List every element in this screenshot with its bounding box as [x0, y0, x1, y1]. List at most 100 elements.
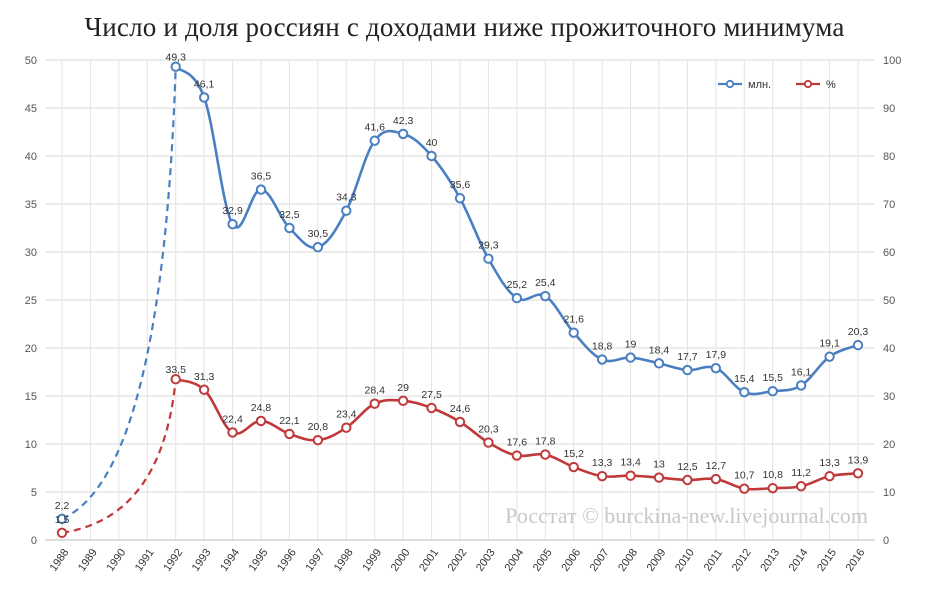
series-mln-point [682, 364, 693, 376]
series-mln-point [767, 386, 778, 397]
y-tick-right: 0 [883, 535, 889, 547]
series-pct-data-label: 33,5 [165, 364, 186, 376]
series-pct-data-label: 13,3 [819, 457, 840, 469]
x-tick-label: 1997 [303, 547, 327, 574]
series-pct-data-label: 11,2 [791, 467, 811, 479]
series-pct-data-label: 17,8 [535, 436, 556, 448]
series-mln-data-label: 20,3 [848, 326, 869, 338]
x-tick-label: 2000 [389, 547, 413, 574]
series-mln-point [824, 351, 835, 362]
x-tick-label: 2001 [417, 547, 441, 574]
series-mln-point [596, 354, 608, 365]
y-tick-right: 60 [883, 247, 895, 259]
series-pct-data-label: 22,1 [279, 415, 300, 427]
series-pct-point [568, 461, 579, 473]
series-mln-data-label: 40 [426, 137, 438, 149]
series-mln-data-label: 29,3 [478, 240, 499, 252]
x-tick-label: 2016 [844, 547, 868, 574]
series-mln-data-label: 41,6 [364, 122, 385, 134]
x-tick-label: 2012 [730, 547, 754, 574]
x-tick-label: 1995 [247, 547, 271, 574]
chart-title: Число и доля россиян с доходами ниже про… [84, 12, 845, 42]
x-tick-label: 1991 [133, 547, 157, 574]
series-pct-point [483, 437, 494, 448]
y-tick-right: 90 [883, 103, 895, 115]
series-mln-point [795, 380, 807, 391]
series-pct-point [426, 402, 437, 414]
y-tick-left: 10 [25, 439, 37, 451]
series-pct-point [198, 384, 210, 395]
x-tick-label: 1988 [48, 547, 72, 574]
legend-marker [725, 79, 735, 89]
series-pct-data-label: 13,3 [592, 457, 613, 469]
series-mln-point [369, 135, 380, 146]
y-tick-left: 35 [25, 199, 37, 211]
series-pct-data-label: 13 [653, 459, 665, 471]
x-tick-label: 2004 [502, 547, 526, 574]
series-mln-data-label: 19,1 [819, 338, 840, 350]
series-pct-point [767, 482, 778, 494]
x-tick-label: 2002 [446, 547, 470, 574]
series-mln-data-label: 16,1 [791, 366, 812, 378]
series-pct-data-label: 20,3 [478, 424, 499, 436]
series-mln-data-label: 36,5 [251, 171, 272, 183]
x-tick-label: 2007 [588, 547, 612, 574]
y-tick-left: 45 [25, 103, 37, 115]
series-mln-data-label: 17,9 [706, 349, 727, 361]
series-pct-data-label: 23,4 [336, 409, 357, 421]
series-pct-data-label: 28,4 [364, 385, 385, 397]
series-mln-data-label: 15,5 [762, 372, 783, 384]
series-mln-data-label: 25,4 [535, 277, 556, 289]
y-tick-left: 5 [31, 487, 37, 499]
y-tick-left: 40 [25, 151, 37, 163]
x-tick-label: 2006 [559, 547, 583, 574]
y-tick-right: 70 [883, 199, 895, 211]
series-mln-dashed-line [61, 66, 177, 520]
series-mln-point [56, 513, 68, 525]
series-pct-data-label: 31,3 [194, 371, 215, 383]
y-tick-right: 30 [883, 391, 895, 403]
x-tick-label: 1998 [332, 547, 356, 574]
series-mln-point [625, 352, 636, 363]
x-tick-label: 1989 [76, 547, 100, 574]
series-pct-data-label: 20,8 [308, 421, 329, 433]
series-pct-data-label: 24,8 [251, 402, 272, 414]
y-tick-right: 40 [883, 343, 895, 355]
x-tick-label: 2013 [758, 547, 782, 574]
series-pct-point [625, 470, 636, 481]
series-mln-point [227, 218, 238, 230]
series-mln-data-label: 35,6 [450, 179, 471, 191]
y-tick-right: 100 [883, 55, 901, 67]
x-tick-label: 1996 [275, 547, 299, 574]
series-pct-point [511, 450, 523, 461]
y-tick-left: 20 [25, 343, 37, 355]
series-mln-data-label: 19 [625, 339, 637, 351]
x-tick-label: 2009 [645, 547, 669, 574]
series-pct-point [397, 395, 409, 406]
x-tick-label: 1999 [360, 547, 384, 574]
x-tick-label: 1993 [190, 547, 214, 574]
y-tick-left: 25 [25, 295, 37, 307]
series-pct-point [653, 472, 665, 483]
series-pct-point [170, 374, 181, 385]
x-tick-label: 2005 [531, 547, 555, 574]
series-mln-point [397, 128, 409, 140]
series-pct-point [795, 481, 807, 492]
x-tick-label: 2011 [702, 547, 725, 573]
series-pct-data-label: 10,7 [734, 470, 755, 482]
y-tick-left: 15 [25, 391, 37, 403]
series-pct-point [56, 527, 68, 538]
series-mln-data-label: 30,5 [308, 228, 329, 240]
series-pct-data-label: 29 [397, 382, 409, 394]
series-pct-point [540, 449, 551, 460]
series-mln-point [739, 386, 750, 398]
series-mln-data-label: 49,3 [165, 52, 186, 64]
series-mln-point [312, 242, 324, 253]
series-mln-data-label: 21,6 [563, 314, 584, 326]
series-mln-data-label: 18,4 [649, 344, 670, 356]
x-tick-label: 2014 [787, 547, 811, 574]
series-pct-point [369, 398, 380, 409]
series-mln-data-label: 15,4 [734, 373, 755, 385]
series-pct-data-label: 12,7 [706, 460, 727, 472]
